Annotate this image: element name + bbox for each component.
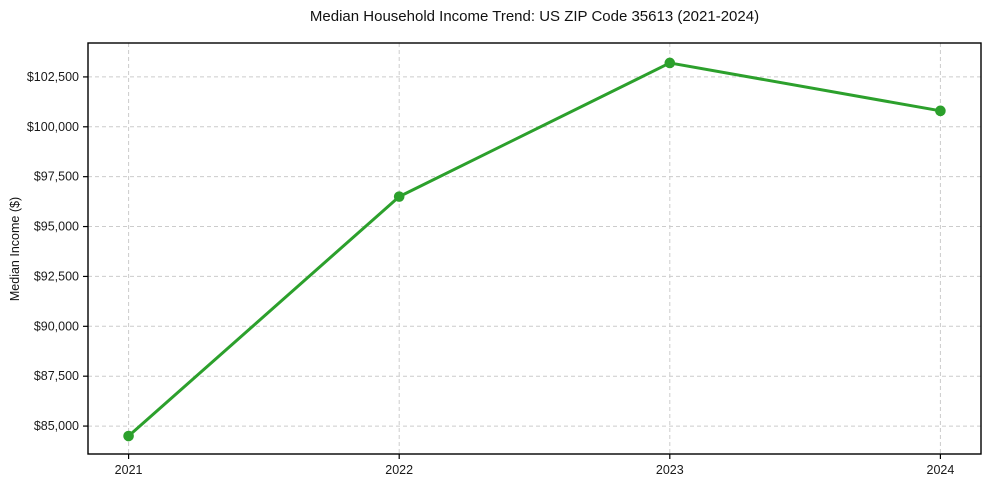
y-tick-label: $100,000 [27,120,79,134]
data-point-2022 [393,191,405,202]
data-point-2023 [664,57,676,69]
plot-border [87,42,982,455]
data-point-2024 [935,105,946,117]
x-tick-label: 2022 [385,463,413,477]
y-tick-label: $102,500 [27,70,79,84]
y-tick-label: $95,000 [34,220,79,234]
y-tick-label: $92,500 [34,269,79,283]
y-tick-label: $97,500 [34,170,79,184]
y-tick-label: $90,000 [34,319,79,333]
x-tick-label: 2023 [656,463,684,477]
chart-title: Median Household Income Trend: US ZIP Co… [309,8,760,25]
trend-line [127,61,942,438]
x-tick-label: 2021 [115,463,143,477]
y-tick-label: $85,000 [34,419,79,433]
y-tick-label: $87,500 [34,369,79,383]
x-tick-label: 2024 [927,463,955,477]
data-point-2021 [123,430,134,442]
